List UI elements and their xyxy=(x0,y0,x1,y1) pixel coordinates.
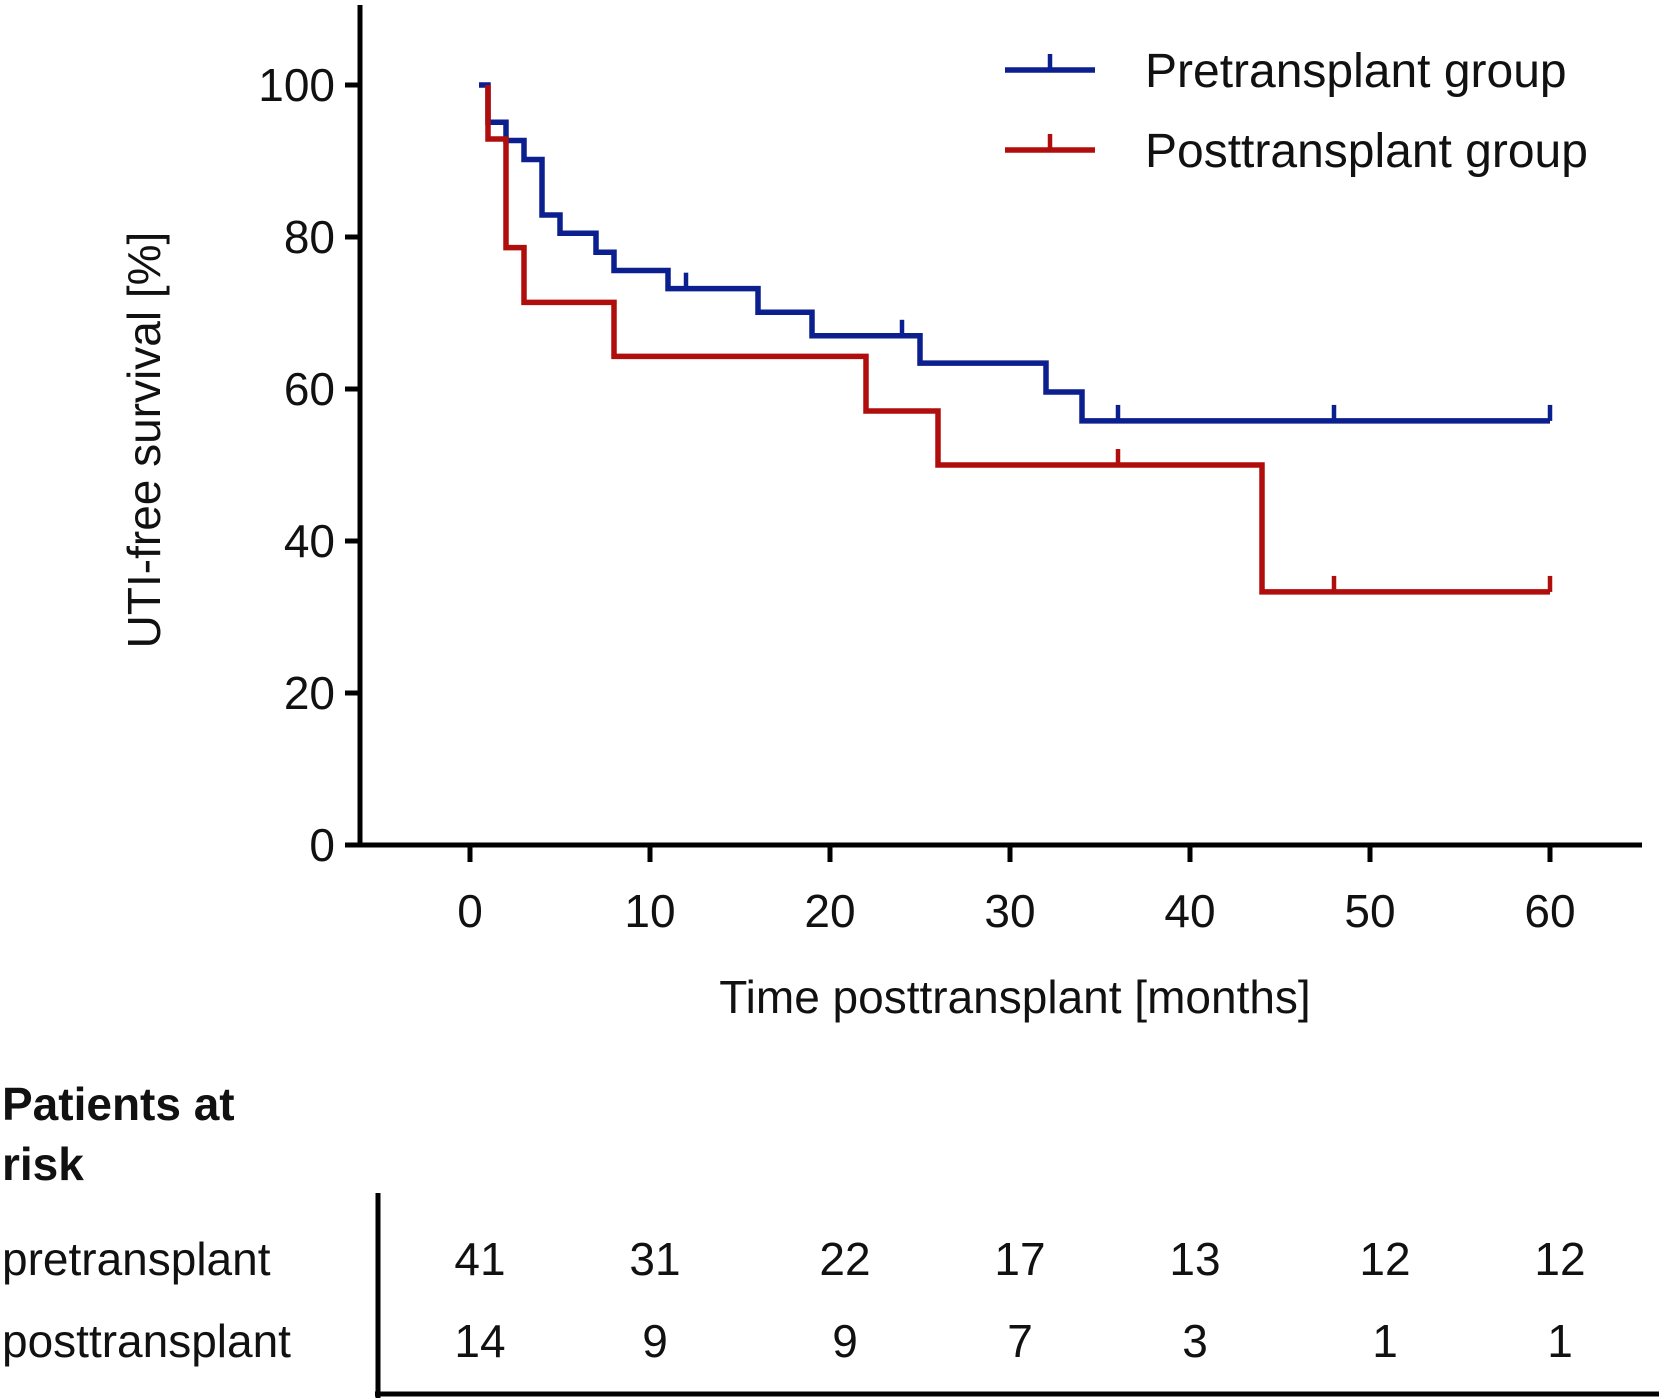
x-tick-label: 20 xyxy=(804,885,855,937)
x-tick-label: 50 xyxy=(1344,885,1395,937)
series-line-pretransplant xyxy=(479,82,1550,424)
risk-count: 9 xyxy=(832,1315,858,1367)
risk-table-rows: pretransplant 41 31 22 17 13 12 12posttransplan… xyxy=(2,1233,1586,1367)
x-tick-label: 60 xyxy=(1524,885,1575,937)
risk-count: 14 xyxy=(454,1315,505,1367)
y-ticks: 0 20 40 60 80 100 xyxy=(258,59,360,871)
axes xyxy=(357,5,1642,848)
y-tick-label: 80 xyxy=(284,211,335,263)
risk-count: 1 xyxy=(1372,1315,1398,1367)
legend: Pretransplant group Posttransplant group xyxy=(1005,45,1588,178)
risk-table: Patients at risk pretransplant 41 31 22 17 13… xyxy=(2,1078,1659,1398)
risk-table-title-line2: risk xyxy=(2,1138,84,1190)
y-tick-label: 20 xyxy=(284,667,335,719)
risk-count: 1 xyxy=(1547,1315,1573,1367)
y-tick-label: 40 xyxy=(284,515,335,567)
risk-count: 12 xyxy=(1534,1233,1585,1285)
y-tick-label: 0 xyxy=(309,819,335,871)
risk-table-title: Patients at xyxy=(2,1078,235,1130)
x-tick-label: 30 xyxy=(984,885,1035,937)
risk-row-label: pretransplant xyxy=(2,1233,271,1285)
risk-count: 13 xyxy=(1169,1233,1220,1285)
survival-curves xyxy=(479,82,1553,595)
x-ticks: 0 10 20 30 40 50 60 xyxy=(457,845,1576,937)
x-tick-label: 10 xyxy=(624,885,675,937)
risk-count: 7 xyxy=(1007,1315,1033,1367)
risk-count: 9 xyxy=(642,1315,668,1367)
risk-count: 3 xyxy=(1182,1315,1208,1367)
series-line-posttransplant xyxy=(485,85,1550,595)
risk-row-label: posttransplant xyxy=(2,1315,291,1367)
risk-count: 12 xyxy=(1359,1233,1410,1285)
legend-label: Pretransplant group xyxy=(1145,45,1567,98)
x-axis-title: Time posttransplant [months] xyxy=(719,971,1310,1023)
y-tick-label: 60 xyxy=(284,363,335,415)
x-tick-label: 40 xyxy=(1164,885,1215,937)
risk-count: 17 xyxy=(994,1233,1045,1285)
legend-label: Posttransplant group xyxy=(1145,125,1588,178)
x-tick-label: 0 xyxy=(457,885,483,937)
risk-count: 22 xyxy=(819,1233,870,1285)
risk-count: 31 xyxy=(629,1233,680,1285)
y-axis-title: UTI-free survival [%] xyxy=(118,232,170,649)
risk-count: 41 xyxy=(454,1233,505,1285)
y-tick-label: 100 xyxy=(258,59,335,111)
